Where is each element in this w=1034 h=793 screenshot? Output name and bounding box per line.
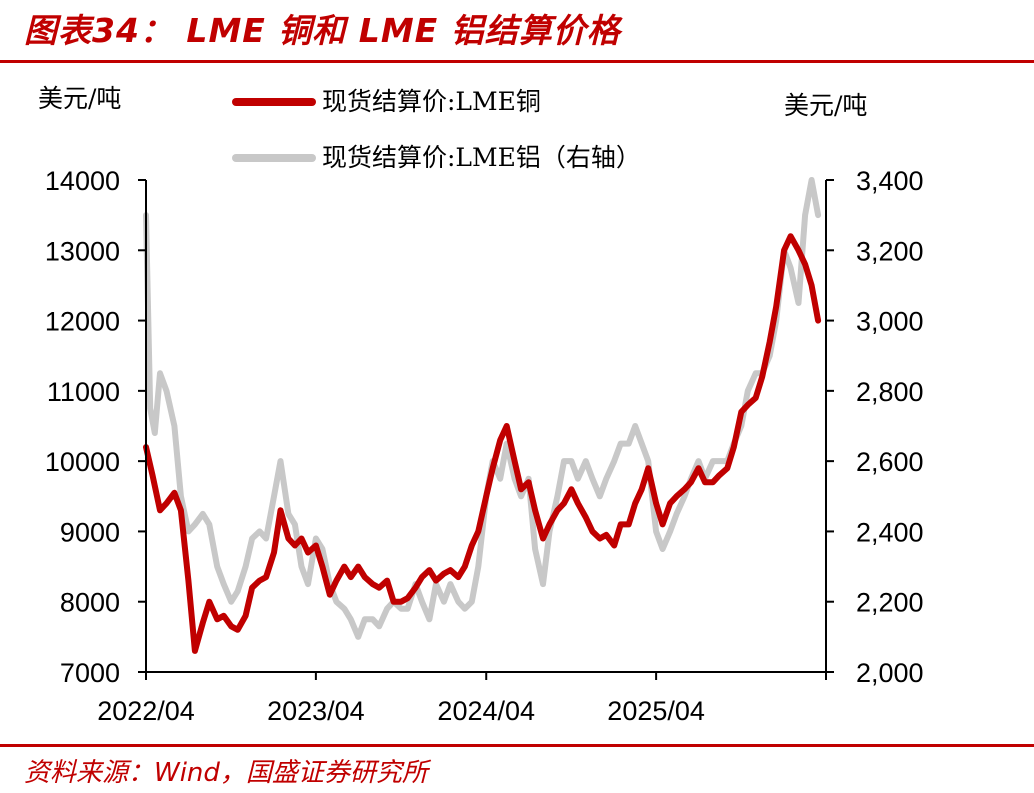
x-tick-label: 2024/04 [437,696,535,726]
series-line-aluminum [143,177,822,640]
left-axis-unit: 美元/吨 [38,84,121,113]
right-y-tick-label: 2,400 [856,517,924,547]
source-note: 资料来源：Wind，国盛证券研究所 [24,758,428,788]
right-y-tick-label: 3,400 [856,166,924,196]
left-y-tick-label: 13000 [45,236,120,266]
right-y-tick-label: 2,600 [856,447,924,477]
x-tick-label: 2023/04 [267,696,365,726]
page-title: 图表34： LME 铜和 LME 铝结算价格 [24,11,621,50]
legend-label-copper: 现货结算价:LME铜 [322,87,541,116]
x-tick-label: 2025/04 [607,696,705,726]
left-y-tick-label: 9000 [60,517,120,547]
left-y-tick-label: 7000 [60,658,120,688]
right-y-tick-label: 2,200 [856,588,924,618]
axes-layer: 7000 8000 9000 10000 11000 12000 13000 14000 2,0… [45,166,924,726]
left-y-tick-label: 8000 [60,588,120,618]
left-y-tick-label: 12000 [45,307,120,337]
source-divider [0,744,1034,747]
left-y-tick-label: 14000 [45,166,120,196]
right-y-tick-label: 3,000 [856,307,924,337]
left-y-tick-label: 11000 [47,377,120,407]
right-axis-unit: 美元/吨 [784,91,867,120]
x-tick-label: 2022/04 [97,696,195,726]
title-divider [0,60,1034,63]
series-layer [143,177,822,654]
right-y-tick-label: 2,800 [856,377,924,407]
legend-label-aluminum: 现货结算价:LME铝（右轴） [322,143,641,172]
right-y-tick-label: 2,000 [856,658,924,688]
right-y-tick-label: 3,200 [856,236,924,266]
left-y-tick-label: 10000 [45,447,120,477]
series-line-copper [143,233,822,654]
labels-layer: 美元/吨 美元/吨 现货结算价:LME铜 现货结算价:LME铝（右轴） [38,84,867,172]
